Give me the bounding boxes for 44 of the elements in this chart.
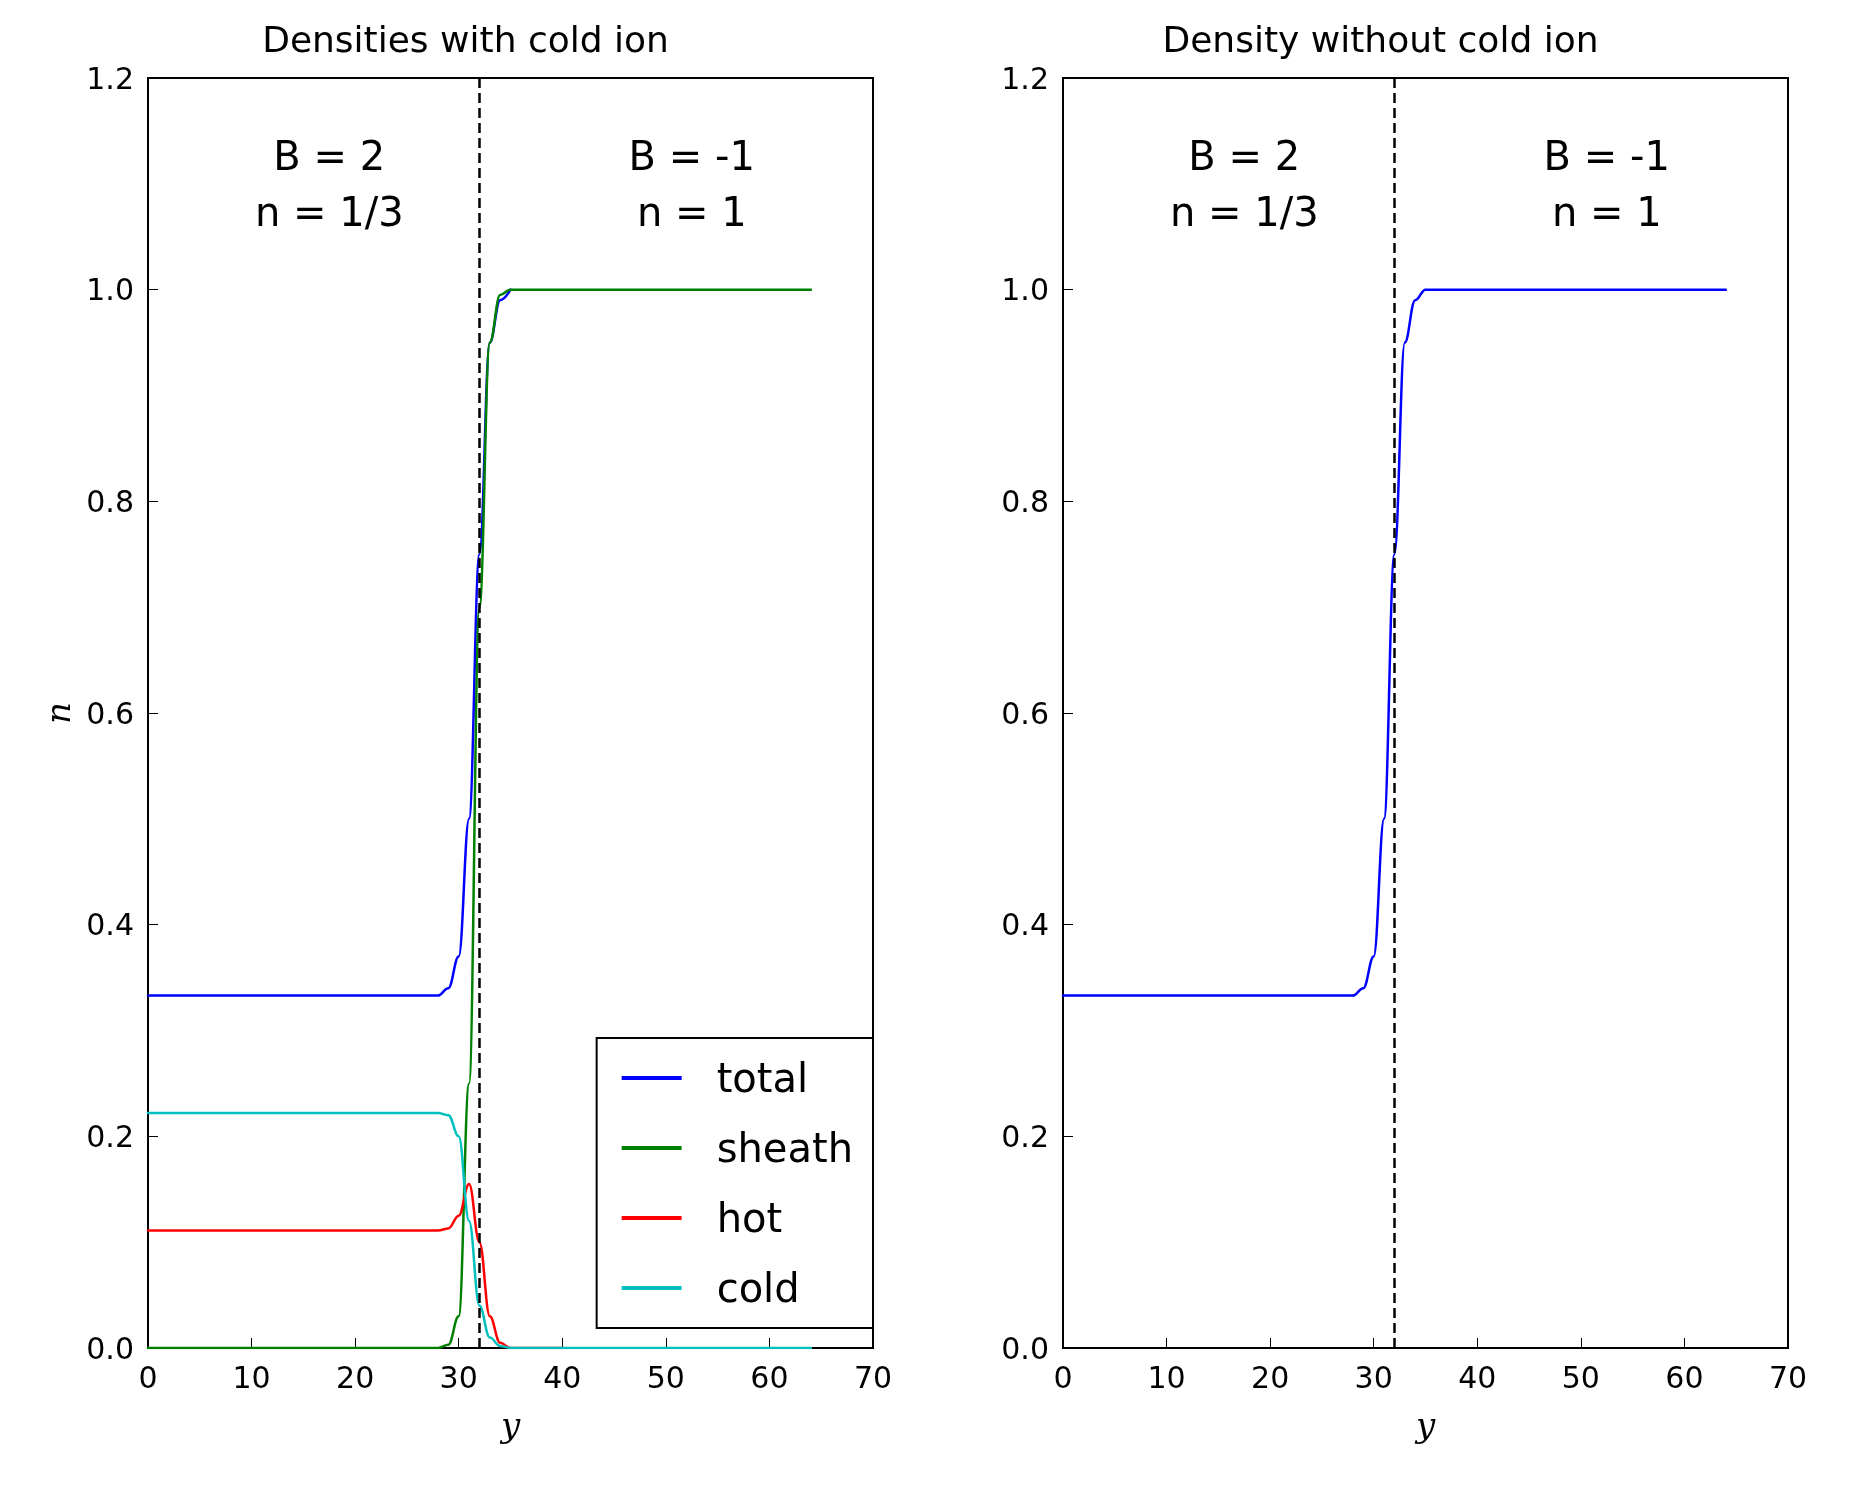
x-tick-label: 10 bbox=[1147, 1359, 1186, 1395]
chart-title: Densities with cold ion bbox=[262, 18, 669, 60]
legend-label: cold bbox=[716, 1265, 800, 1311]
x-tick-label: 40 bbox=[543, 1359, 582, 1395]
y-axis-title: n bbox=[38, 702, 79, 724]
x-tick-label: 40 bbox=[1458, 1359, 1497, 1395]
annotation: B = -1 n = 1 bbox=[1543, 133, 1670, 235]
x-axis-title: y bbox=[1413, 1405, 1436, 1445]
annotation: B = -1 n = 1 bbox=[628, 133, 755, 235]
y-tick-label: 1.0 bbox=[1001, 272, 1049, 308]
x-tick-label: 60 bbox=[750, 1359, 789, 1395]
annotation: B = 2 n = 1/3 bbox=[1169, 133, 1319, 235]
y-tick-label: 0.6 bbox=[86, 695, 134, 731]
y-tick-label: 0.0 bbox=[86, 1330, 134, 1366]
x-tick-label: 20 bbox=[1251, 1359, 1290, 1395]
y-tick-label: 0.2 bbox=[1001, 1118, 1049, 1154]
y-tick-label: 1.0 bbox=[86, 272, 134, 308]
y-tick-label: 0.8 bbox=[86, 483, 134, 519]
x-tick-label: 50 bbox=[646, 1359, 685, 1395]
x-tick-label: 30 bbox=[439, 1359, 478, 1395]
y-tick-label: 1.2 bbox=[1001, 60, 1049, 96]
y-tick-label: 0.2 bbox=[86, 1118, 134, 1154]
x-tick-label: 60 bbox=[1665, 1359, 1704, 1395]
y-tick-label: 1.2 bbox=[86, 60, 134, 96]
x-tick-label: 50 bbox=[1561, 1359, 1600, 1395]
y-tick-label: 0.4 bbox=[86, 907, 134, 943]
legend-label: hot bbox=[716, 1195, 783, 1241]
y-tick-label: 0.8 bbox=[1001, 483, 1049, 519]
legend-label: sheath bbox=[716, 1125, 854, 1171]
y-tick-label: 0.4 bbox=[1001, 907, 1049, 943]
x-tick-label: 0 bbox=[1053, 1359, 1073, 1395]
x-axis-title: y bbox=[498, 1405, 521, 1445]
x-tick-label: 0 bbox=[138, 1359, 158, 1395]
x-tick-label: 70 bbox=[853, 1359, 893, 1395]
y-tick-label: 0.6 bbox=[1001, 695, 1049, 731]
x-tick-label: 70 bbox=[1768, 1359, 1808, 1395]
annotation: B = 2 n = 1/3 bbox=[254, 133, 404, 235]
y-tick-label: 0.0 bbox=[1001, 1330, 1049, 1366]
line-series bbox=[1061, 288, 1728, 997]
x-tick-label: 20 bbox=[336, 1359, 375, 1395]
x-tick-label: 30 bbox=[1354, 1359, 1393, 1395]
x-tick-label: 10 bbox=[232, 1359, 271, 1395]
chart-title: Density without cold ion bbox=[1162, 18, 1599, 60]
legend-label: total bbox=[716, 1055, 809, 1101]
